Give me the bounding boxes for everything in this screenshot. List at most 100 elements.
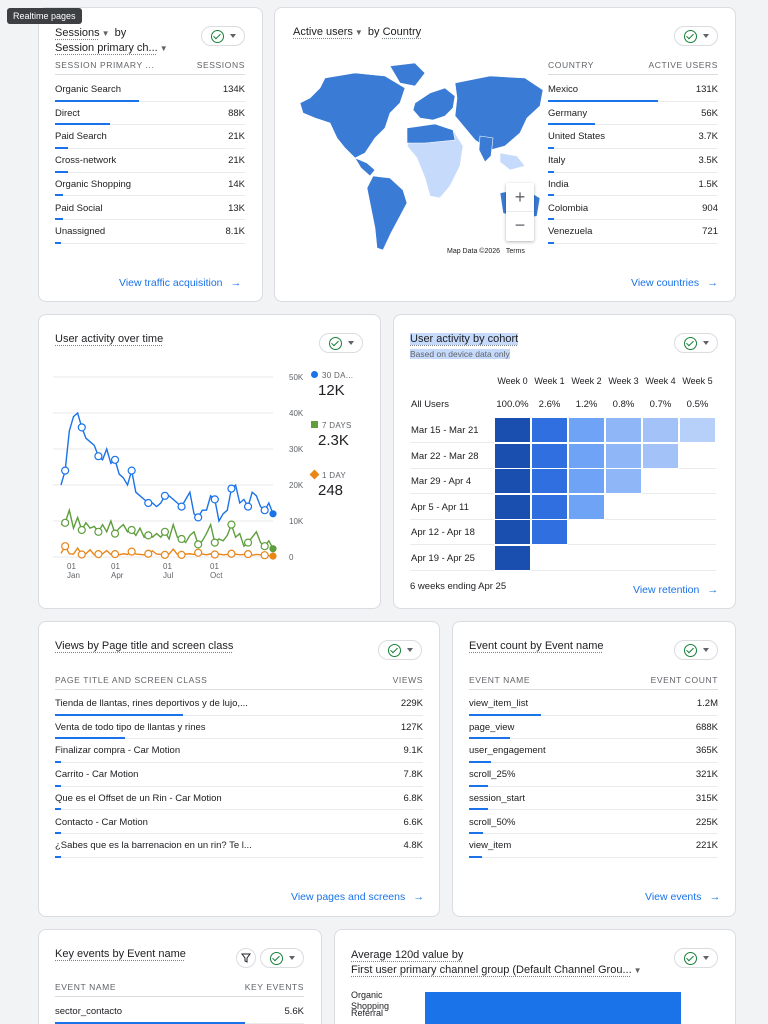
cohort-cell[interactable] — [531, 443, 568, 469]
table-row[interactable]: ¿Sabes que es la barrenacion en un rin? … — [55, 834, 423, 858]
compare-button[interactable] — [319, 333, 363, 353]
table-row[interactable]: Finalizar compra - Car Motion 9.1K — [55, 739, 423, 763]
view-traffic-acquisition-link[interactable]: View traffic acquisition → — [119, 277, 242, 289]
data-point[interactable] — [228, 521, 235, 528]
compare-button[interactable] — [674, 640, 718, 660]
table-row[interactable]: Organic Shopping 14K — [55, 173, 245, 197]
data-point[interactable] — [95, 551, 102, 558]
view-retention-link[interactable]: View retention → — [633, 584, 718, 596]
table-row[interactable]: Cross-network 21K — [55, 149, 245, 173]
data-point[interactable] — [245, 539, 252, 546]
metric-selector[interactable]: Active users — [293, 26, 353, 38]
data-point[interactable] — [161, 492, 168, 499]
data-point[interactable] — [112, 456, 119, 463]
table-row[interactable]: Venta de todo tipo de llantas y rines 127… — [55, 716, 423, 740]
table-row[interactable]: view_item 221K — [469, 834, 718, 858]
data-point[interactable] — [128, 548, 135, 555]
data-point[interactable] — [245, 503, 252, 510]
data-point[interactable] — [195, 514, 202, 521]
user-activity-line-chart[interactable]: 50K40K30K20K10K001Jan01Apr01Jul01Oct — [53, 365, 313, 595]
data-point[interactable] — [145, 500, 152, 507]
cohort-cell[interactable] — [494, 443, 531, 469]
cohort-cell[interactable] — [568, 443, 605, 469]
data-point[interactable] — [245, 551, 252, 558]
data-point[interactable] — [211, 539, 218, 546]
dimension-selector[interactable]: Country — [383, 26, 422, 38]
data-point[interactable] — [62, 543, 69, 550]
table-row[interactable]: Tienda de llantas, rines deportivos y de… — [55, 692, 423, 716]
table-row[interactable]: Paid Social 13K — [55, 197, 245, 221]
table-row[interactable]: user_engagement 365K — [469, 739, 718, 763]
value-bar[interactable] — [425, 992, 681, 1010]
series-line[interactable] — [61, 413, 273, 521]
data-point[interactable] — [62, 467, 69, 474]
data-point[interactable] — [161, 551, 168, 558]
value-bar[interactable] — [425, 1010, 681, 1024]
view-events-link[interactable]: View events → — [645, 891, 720, 903]
data-point[interactable] — [211, 551, 218, 558]
table-row[interactable]: Germany 56K — [548, 102, 718, 126]
cohort-cell[interactable] — [679, 417, 716, 443]
table-row[interactable]: scroll_50% 225K — [469, 811, 718, 835]
cohort-cell[interactable] — [531, 519, 568, 545]
data-point[interactable] — [145, 550, 152, 557]
compare-button[interactable] — [201, 26, 245, 46]
table-row[interactable]: session_start 315K — [469, 787, 718, 811]
filter-button[interactable] — [236, 948, 256, 968]
data-point[interactable] — [95, 453, 102, 460]
table-row[interactable]: Contacto - Car Motion 6.6K — [55, 811, 423, 835]
data-point[interactable] — [145, 532, 152, 539]
map-terms-link[interactable]: Terms — [506, 248, 525, 255]
compare-button[interactable] — [674, 26, 718, 46]
data-point[interactable] — [261, 507, 268, 514]
data-point[interactable] — [128, 527, 135, 534]
cohort-cell[interactable] — [605, 443, 642, 469]
data-point[interactable] — [270, 546, 276, 552]
table-row[interactable]: Venezuela 721 — [548, 220, 718, 244]
data-point[interactable] — [128, 467, 135, 474]
cohort-cell[interactable] — [642, 443, 679, 469]
table-row[interactable]: sector_contacto 5.6K — [55, 1000, 304, 1024]
data-point[interactable] — [78, 424, 85, 431]
data-point[interactable] — [270, 511, 276, 517]
cohort-cell[interactable] — [531, 417, 568, 443]
data-point[interactable] — [62, 519, 69, 526]
cohort-cell[interactable] — [605, 417, 642, 443]
cohort-cell[interactable] — [605, 468, 642, 494]
cohort-cell[interactable] — [531, 468, 568, 494]
cohort-cell[interactable] — [568, 468, 605, 494]
table-row[interactable]: Direct 88K — [55, 102, 245, 126]
compare-button[interactable] — [260, 948, 304, 968]
data-point[interactable] — [228, 485, 235, 492]
cohort-cell[interactable] — [568, 494, 605, 520]
cohort-cell[interactable] — [568, 417, 605, 443]
table-row[interactable]: Carrito - Car Motion 7.8K — [55, 763, 423, 787]
data-point[interactable] — [178, 503, 185, 510]
cohort-cell[interactable] — [531, 494, 568, 520]
table-row[interactable]: Paid Search 21K — [55, 125, 245, 149]
table-row[interactable]: Unassigned 8.1K — [55, 220, 245, 244]
zoom-in-button[interactable]: + — [506, 183, 534, 212]
cohort-cell[interactable] — [494, 545, 531, 571]
cohort-cell[interactable] — [494, 519, 531, 545]
data-point[interactable] — [270, 553, 276, 559]
cohort-cell[interactable] — [494, 417, 531, 443]
view-countries-link[interactable]: View countries → — [631, 277, 718, 289]
compare-button[interactable] — [674, 948, 718, 968]
view-pages-and-screens-link[interactable]: View pages and screens → — [291, 891, 424, 903]
data-point[interactable] — [161, 528, 168, 535]
data-point[interactable] — [178, 536, 185, 543]
data-point[interactable] — [211, 496, 218, 503]
compare-button[interactable] — [378, 640, 422, 660]
table-row[interactable]: United States 3.7K — [548, 125, 718, 149]
data-point[interactable] — [78, 551, 85, 558]
data-point[interactable] — [112, 530, 119, 537]
data-point[interactable] — [178, 551, 185, 558]
table-row[interactable]: view_item_list 1.2M — [469, 692, 718, 716]
data-point[interactable] — [195, 541, 202, 548]
table-row[interactable]: Mexico 131K — [548, 78, 718, 102]
zoom-out-button[interactable]: − — [506, 212, 534, 241]
metric-selector[interactable]: Sessions — [55, 27, 100, 39]
table-row[interactable]: India 1.5K — [548, 173, 718, 197]
data-point[interactable] — [261, 543, 268, 550]
